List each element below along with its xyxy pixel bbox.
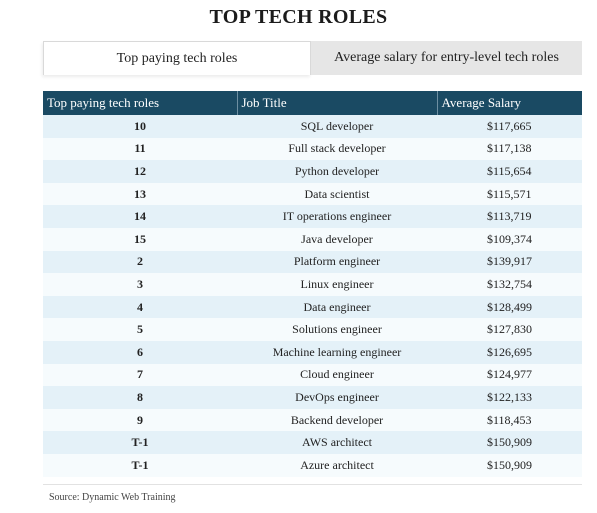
salary-cell: $124,977	[437, 363, 582, 387]
rank-cell: 12	[43, 160, 237, 183]
job-title-cell: AWS architect	[237, 431, 437, 454]
page-title: TOP TECH ROLES	[209, 6, 388, 28]
table-row: 11 Full stack developer $117,138	[43, 137, 582, 161]
tab-top-paying[interactable]: Top paying tech roles	[43, 41, 311, 75]
table-row: 4 Data engineer $128,499	[43, 295, 582, 319]
table-row: 6 Machine learning engineer $126,695	[43, 340, 582, 364]
job-title-cell: Java developer	[237, 227, 437, 251]
salary-cell: $127,830	[437, 318, 582, 341]
salary-cell: $150,909	[437, 431, 582, 454]
job-title-cell: Azure architect	[237, 453, 437, 477]
salary-table: Top paying tech roles Job Title Average …	[43, 91, 582, 477]
salary-cell: $132,754	[437, 273, 582, 296]
job-title-cell: Cloud engineer	[237, 363, 437, 387]
table-row: 5 Solutions engineer $127,830	[43, 318, 582, 341]
rank-cell: 11	[43, 137, 237, 161]
job-title-cell: Machine learning engineer	[237, 340, 437, 364]
salary-cell: $115,654	[437, 160, 582, 183]
table-row: 7 Cloud engineer $124,977	[43, 363, 582, 387]
divider	[43, 484, 582, 485]
job-title-cell: Linux engineer	[237, 273, 437, 296]
table-row: 13 Data scientist $115,571	[43, 182, 582, 206]
table-row: T-1 AWS architect $150,909	[43, 431, 582, 454]
tab-bar: Top paying tech roles Average salary for…	[43, 41, 582, 75]
table-header-row: Top paying tech roles Job Title Average …	[43, 91, 582, 115]
salary-cell: $113,719	[437, 205, 582, 228]
job-title-cell: Backend developer	[237, 408, 437, 432]
rank-cell: 13	[43, 182, 237, 206]
salary-cell: $122,133	[437, 386, 582, 409]
job-title-cell: Data engineer	[237, 295, 437, 319]
source-note: Source: Dynamic Web Training	[49, 492, 176, 503]
salary-cell: $139,917	[437, 250, 582, 274]
tab-entry-level[interactable]: Average salary for entry-level tech role…	[311, 41, 582, 75]
rank-cell: 7	[43, 363, 237, 387]
job-title-cell: Solutions engineer	[237, 318, 437, 341]
job-title-cell: SQL developer	[237, 115, 437, 138]
salary-cell: $126,695	[437, 340, 582, 364]
rank-cell: 15	[43, 227, 237, 251]
table-row: 9 Backend developer $118,453	[43, 408, 582, 432]
rank-cell: 9	[43, 408, 237, 432]
salary-cell: $150,909	[437, 453, 582, 477]
rank-cell: 10	[43, 115, 237, 138]
column-header-job-title[interactable]: Job Title	[236, 91, 437, 115]
job-title-cell: Full stack developer	[237, 137, 437, 161]
salary-cell: $115,571	[437, 182, 582, 206]
rank-cell: 2	[43, 250, 237, 274]
column-header-rank[interactable]: Top paying tech roles	[43, 91, 237, 115]
table-row: 15 Java developer $109,374	[43, 227, 582, 251]
job-title-cell: IT operations engineer	[237, 205, 437, 228]
salary-table-container: Top paying tech roles Job Title Average …	[43, 91, 582, 477]
salary-cell: $118,453	[437, 408, 582, 432]
job-title-cell: Platform engineer	[237, 250, 437, 274]
rank-cell: 3	[43, 273, 237, 296]
job-title-cell: Data scientist	[237, 182, 437, 206]
rank-cell: T-1	[43, 431, 237, 454]
table-row: 8 DevOps engineer $122,133	[43, 386, 582, 409]
salary-cell: $117,665	[437, 115, 582, 138]
salary-cell: $109,374	[437, 227, 582, 251]
rank-cell: 14	[43, 205, 237, 228]
table-row: 2 Platform engineer $139,917	[43, 250, 582, 274]
job-title-cell: Python developer	[237, 160, 437, 183]
table-row: 12 Python developer $115,654	[43, 160, 582, 183]
table-row: T-1 Azure architect $150,909	[43, 453, 582, 477]
rank-cell: 5	[43, 318, 237, 341]
salary-cell: $128,499	[437, 295, 582, 319]
table-body: 10 SQL developer $117,665 11 Full stack deve…	[43, 115, 582, 477]
job-title-cell: DevOps engineer	[237, 386, 437, 409]
table-row: 10 SQL developer $117,665	[43, 115, 582, 138]
rank-cell: 4	[43, 295, 237, 319]
table-row: 14 IT operations engineer $113,719	[43, 205, 582, 228]
rank-cell: 6	[43, 340, 237, 364]
rank-cell: T-1	[43, 453, 237, 477]
rank-cell: 8	[43, 386, 237, 409]
column-header-salary[interactable]: Average Salary	[436, 91, 582, 115]
salary-cell: $117,138	[437, 137, 582, 161]
table-row: 3 Linux engineer $132,754	[43, 273, 582, 296]
